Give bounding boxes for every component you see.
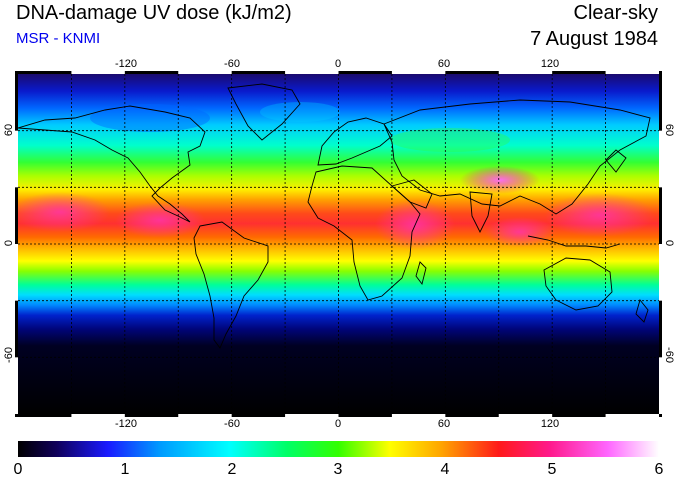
- border-segment: [178, 414, 232, 417]
- lon-tick-bottom-0: 0: [335, 418, 341, 430]
- border-segment: [659, 130, 662, 188]
- south-america-coast: [193, 221, 269, 349]
- colorbar-label-4: 4: [441, 461, 450, 478]
- border-segment: [498, 71, 553, 74]
- lon-tick-bottom-minus120: -120: [115, 418, 137, 430]
- map-title: DNA-damage UV dose (kJ/m2): [16, 2, 292, 24]
- border-segment: [71, 71, 125, 74]
- lat-tick-right-0: 0: [663, 240, 675, 246]
- new-zealand-coast: [635, 299, 649, 323]
- lon-tick-bottom-120: 120: [541, 418, 559, 430]
- europe-coast: [317, 117, 393, 166]
- border-segment: [71, 414, 125, 417]
- lon-tick-top-120: 120: [541, 58, 559, 70]
- map-border-ticks: [15, 71, 662, 417]
- lat-tick-right-60: 60: [663, 124, 675, 136]
- colorbar-label-6: 6: [655, 461, 664, 478]
- lon-tick-top-minus60: -60: [224, 58, 240, 70]
- north-america-coast: [18, 105, 206, 223]
- border-segment: [498, 414, 553, 417]
- lat-tick-left-60: 60: [3, 124, 15, 136]
- border-segment: [605, 71, 659, 74]
- border-segment: [178, 71, 232, 74]
- lat-tick-right-minus60: -60: [663, 347, 675, 363]
- border-segment: [15, 130, 18, 188]
- lon-tick-bottom-minus60: -60: [224, 418, 240, 430]
- japan-coast: [605, 149, 627, 173]
- indonesia-coast: [527, 235, 621, 249]
- colorbar-label-2: 2: [228, 461, 237, 478]
- graticule: [18, 74, 659, 414]
- arabia-coast: [391, 179, 433, 209]
- border-segment: [285, 414, 339, 417]
- data-source-label: MSR - KNMI: [16, 30, 101, 47]
- date-label: 7 August 1984: [530, 28, 658, 50]
- colorbar-label-5: 5: [548, 461, 557, 478]
- greenland-coast: [227, 83, 301, 141]
- border-segment: [391, 71, 446, 74]
- madagascar-coast: [415, 261, 427, 286]
- border-segment: [659, 244, 662, 301]
- border-segment: [391, 414, 446, 417]
- colorbar: [18, 441, 659, 457]
- asia-coast: [383, 99, 651, 215]
- colorbar-label-1: 1: [121, 461, 130, 478]
- coastlines: [18, 83, 651, 349]
- border-segment: [285, 71, 339, 74]
- lon-tick-top-minus120: -120: [115, 58, 137, 70]
- border-segment: [15, 244, 18, 301]
- border-segment: [15, 357, 18, 414]
- lon-tick-bottom-60: 60: [438, 418, 450, 430]
- lat-tick-left-minus60: -60: [3, 347, 15, 363]
- colorbar-label-0: 0: [14, 461, 23, 478]
- colorbar-label-3: 3: [334, 461, 343, 478]
- lon-tick-top-60: 60: [438, 58, 450, 70]
- lon-tick-top-0: 0: [335, 58, 341, 70]
- australia-coast: [543, 257, 613, 311]
- border-segment: [659, 357, 662, 414]
- lat-tick-left-0: 0: [3, 240, 15, 246]
- border-segment: [605, 414, 659, 417]
- sky-condition-label: Clear-sky: [573, 2, 658, 24]
- india-coast: [469, 191, 493, 234]
